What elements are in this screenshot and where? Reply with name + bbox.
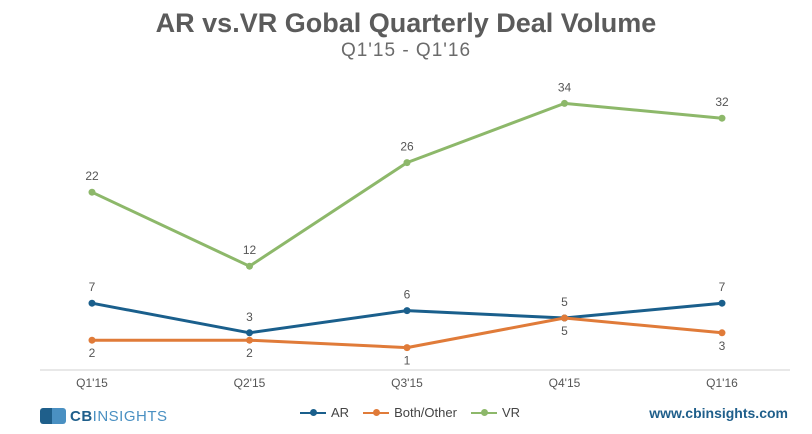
data-point: [403, 159, 411, 167]
legend-label: AR: [331, 405, 350, 420]
cb-logo-icon: [40, 406, 66, 426]
data-label: 1: [404, 354, 411, 368]
data-point: [88, 188, 96, 196]
chart-title: AR vs.VR Gobal Quarterly Deal Volume: [155, 8, 657, 38]
legend-swatch: [300, 408, 326, 416]
legend-item: VR: [470, 405, 520, 420]
data-label: 12: [243, 243, 257, 257]
logo-text: CBINSIGHTS: [70, 408, 168, 425]
legend-label: VR: [501, 405, 520, 420]
legend-swatch: [470, 408, 497, 416]
data-point: [246, 329, 253, 337]
chart-legend: AR Both/Other VR: [300, 405, 534, 420]
data-label: 2: [89, 346, 96, 360]
data-point: [718, 114, 726, 122]
data-label: 32: [715, 95, 729, 109]
data-label: 7: [89, 280, 96, 294]
data-point: [88, 299, 96, 307]
chart-subtitle: Q1'15 - Q1'16: [340, 40, 472, 61]
data-point: [88, 336, 96, 344]
data-point: [561, 314, 568, 322]
legend-label: Both/Other: [394, 405, 457, 420]
data-label: 2: [246, 346, 253, 360]
data-label: 5: [561, 324, 568, 338]
x-tick-label: Q2'15: [234, 376, 266, 390]
data-label: 22: [85, 169, 99, 183]
data-label: 7: [719, 280, 726, 294]
data-point: [246, 336, 253, 344]
x-tick-label: Q3'15: [391, 376, 423, 390]
series-line-vr: [91, 101, 723, 268]
data-point: [718, 299, 726, 307]
legend-item: AR: [300, 405, 349, 420]
legend-item: Both/Other: [363, 405, 457, 420]
logo-sub: INSIGHTS: [92, 407, 168, 425]
data-point: [561, 99, 568, 107]
data-point: [718, 329, 726, 337]
data-label: 3: [246, 310, 253, 324]
legend-swatch: [363, 408, 390, 416]
data-label: 3: [719, 339, 726, 353]
data-point: [403, 307, 411, 315]
data-label: 34: [558, 80, 572, 94]
data-label: 5: [561, 295, 568, 309]
x-tick-label: Q1'16: [706, 376, 738, 390]
x-tick-label: Q4'15: [549, 376, 581, 390]
data-label: 26: [400, 140, 414, 154]
data-point: [246, 262, 253, 270]
cb-insights-logo: CBINSIGHTS: [40, 404, 168, 428]
data-point: [403, 344, 411, 352]
data-label: 6: [404, 288, 411, 302]
x-tick-label: Q1'15: [76, 376, 108, 390]
website-url: www.cbinsights.com: [649, 405, 788, 421]
logo-main: CB: [70, 407, 93, 425]
